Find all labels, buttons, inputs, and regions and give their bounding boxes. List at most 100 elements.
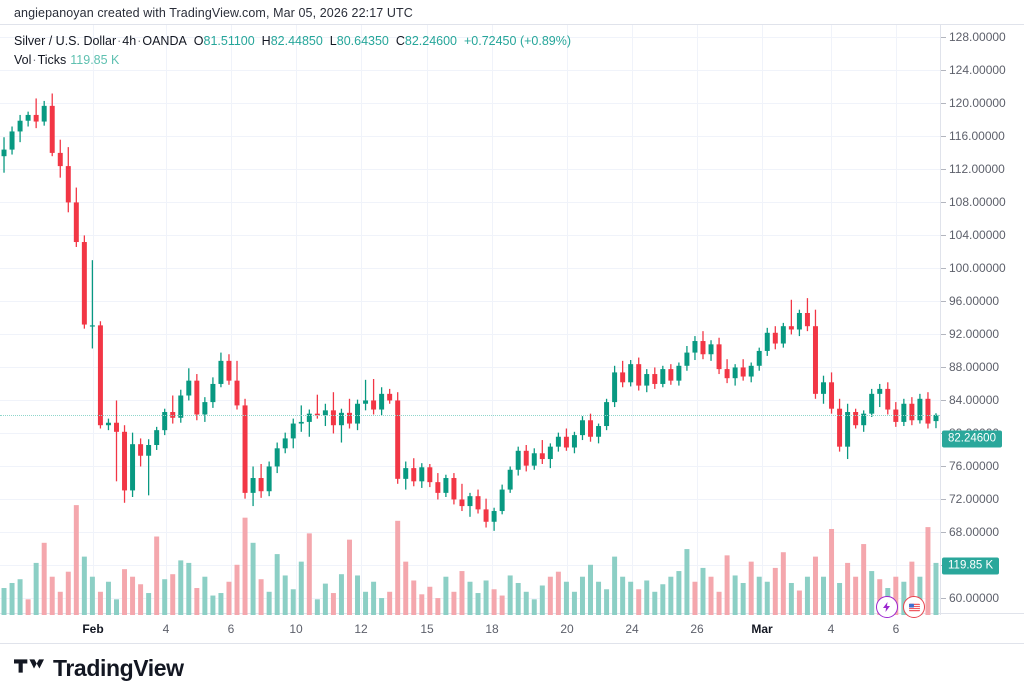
- legend-change-value: +0.72450: [463, 34, 517, 48]
- candle-body: [829, 382, 835, 409]
- volume-bar: [355, 575, 361, 615]
- legend-volume-value: 119.85 K: [70, 53, 120, 67]
- candle-body: [636, 364, 642, 386]
- volume-bar: [65, 571, 71, 615]
- candle-body: [146, 445, 152, 456]
- volume-bar: [194, 588, 200, 615]
- candle-body: [909, 403, 915, 421]
- price-tick-mark: [941, 37, 946, 39]
- gridline-horizontal: [0, 532, 940, 534]
- chart-plot-area[interactable]: [0, 25, 940, 615]
- price-tick-label: 124.00000: [949, 63, 1006, 78]
- volume-bar: [210, 595, 216, 615]
- volume-bar: [130, 576, 136, 615]
- volume-bar: [515, 582, 521, 615]
- chart-legend: Silver / U.S. Dollar·4h·OANDA O81.51100 …: [14, 33, 571, 69]
- us-flag-icon[interactable]: [903, 596, 925, 618]
- volume-bar: [652, 591, 658, 615]
- volume-bar: [612, 556, 618, 615]
- volume-bar: [917, 576, 923, 615]
- gridline-horizontal: [0, 136, 940, 138]
- candle-body: [218, 360, 224, 384]
- price-tick-label: 68.00000: [949, 525, 1000, 540]
- candle-body: [234, 380, 240, 406]
- candle-body: [266, 466, 272, 492]
- candle-body: [105, 422, 111, 426]
- price-tick-mark: [941, 301, 946, 303]
- volume-bar: [571, 591, 577, 615]
- gridline-vertical: [762, 25, 763, 615]
- candle-body: [363, 400, 369, 404]
- volume-bar: [821, 576, 826, 615]
- price-tick-mark: [941, 367, 946, 369]
- legend-interval[interactable]: 4h: [122, 34, 137, 48]
- candle-body: [531, 453, 537, 466]
- volume-bar: [226, 581, 232, 615]
- time-tick-label: 6: [227, 622, 235, 636]
- volume-bar: [282, 575, 288, 615]
- time-tick-label: 18: [485, 622, 499, 636]
- time-tick-label: 20: [560, 622, 574, 636]
- volume-bar: [555, 571, 561, 615]
- candle-body: [1, 149, 7, 157]
- volume-bar: [9, 582, 15, 615]
- candle-body: [73, 202, 79, 243]
- current-volume-badge: 119.85 K: [942, 557, 1000, 575]
- candle-body: [451, 478, 457, 500]
- legend-volume-title[interactable]: Vol: [14, 53, 32, 67]
- volume-bar: [644, 580, 650, 615]
- volume-bar: [73, 505, 79, 615]
- price-tick-mark: [941, 235, 946, 237]
- candle-body: [571, 435, 577, 448]
- volume-bar: [933, 562, 939, 615]
- candle-body: [555, 436, 561, 447]
- current-price-line: [0, 414, 940, 416]
- candle-body: [877, 388, 883, 394]
- candle-body: [355, 403, 361, 424]
- volume-bar: [89, 576, 95, 615]
- gridline-vertical: [697, 25, 698, 615]
- price-tick-mark: [941, 268, 946, 270]
- candle-body: [427, 467, 433, 483]
- price-tick-mark: [941, 334, 946, 336]
- price-tick-mark: [941, 466, 946, 468]
- volume-bar: [459, 571, 465, 615]
- volume-bar: [620, 576, 626, 615]
- candle-body: [756, 350, 762, 366]
- time-axis[interactable]: Feb 4 6 10 12 15 18 20 24 26 Mar 4 6: [0, 614, 1024, 644]
- candle-body: [154, 430, 160, 446]
- volume-bar: [1, 588, 7, 615]
- candle-body: [89, 325, 95, 327]
- candle-body: [652, 374, 658, 384]
- candle-body: [668, 369, 674, 381]
- candle-body: [49, 105, 55, 153]
- legend-exchange[interactable]: OANDA: [142, 34, 187, 48]
- candle-body: [796, 312, 802, 330]
- candle-body: [387, 393, 393, 401]
- volume-bar: [122, 569, 128, 615]
- candle-body: [411, 468, 417, 482]
- lightning-bolt-icon[interactable]: [876, 596, 898, 618]
- candle-body: [314, 413, 320, 416]
- attribution-text: angiepanoyan created with TradingView.co…: [14, 6, 413, 20]
- price-axis[interactable]: 128.00000 124.00000 120.00000 116.00000 112.…: [940, 25, 1024, 615]
- volume-bar: [764, 581, 770, 615]
- volume-bar: [604, 589, 610, 615]
- candle-body: [660, 369, 666, 384]
- candle-body: [612, 372, 618, 403]
- volume-bar: [33, 562, 39, 615]
- volume-bar: [186, 562, 192, 615]
- volume-bar: [306, 533, 312, 615]
- time-tick-label: 4: [162, 622, 170, 636]
- volume-bar: [451, 591, 457, 615]
- candle-body: [274, 448, 280, 467]
- candle-body: [122, 431, 128, 491]
- legend-symbol[interactable]: Silver / U.S. Dollar: [14, 34, 117, 48]
- candle-body: [499, 489, 505, 512]
- candle-body: [596, 426, 602, 437]
- candle-body: [298, 421, 304, 424]
- volume-bar: [812, 556, 818, 615]
- gridline-horizontal: [0, 235, 940, 237]
- volume-bar: [708, 576, 714, 615]
- volume-bar: [427, 586, 433, 615]
